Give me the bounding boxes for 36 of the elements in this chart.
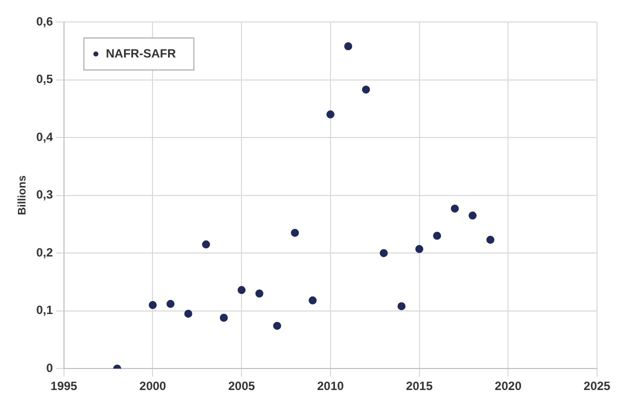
point bbox=[184, 310, 192, 318]
y-tick-label: 0,3 bbox=[36, 188, 54, 202]
x-tick-label: 2015 bbox=[406, 379, 433, 394]
point bbox=[326, 110, 334, 118]
point bbox=[166, 300, 175, 308]
x-tick-label: 1995 bbox=[50, 379, 78, 394]
point bbox=[308, 296, 317, 304]
point bbox=[220, 314, 228, 322]
point bbox=[202, 240, 210, 248]
point bbox=[380, 249, 388, 258]
point bbox=[273, 322, 282, 330]
x-tick-label: 2025 bbox=[584, 379, 611, 394]
x-tick-label: 2020 bbox=[494, 379, 522, 394]
y-tick-label: 0,2 bbox=[36, 245, 54, 260]
point bbox=[290, 228, 299, 237]
point bbox=[415, 245, 424, 254]
point bbox=[238, 286, 246, 294]
x-tick-label: 2010 bbox=[317, 379, 344, 394]
legend-label: NAFR-SAFR bbox=[106, 46, 176, 60]
point bbox=[468, 212, 477, 220]
point bbox=[255, 290, 264, 298]
y-tick-label: 0,4 bbox=[36, 130, 54, 144]
point bbox=[362, 86, 370, 94]
y-tick-label: 0 bbox=[46, 360, 54, 375]
point bbox=[486, 236, 494, 244]
point bbox=[148, 301, 157, 310]
point bbox=[344, 42, 352, 50]
x-tick-label: 2005 bbox=[228, 379, 256, 394]
point bbox=[433, 232, 442, 240]
y-tick-label: 0,6 bbox=[36, 14, 54, 28]
y-tick-label: 0,5 bbox=[36, 72, 54, 86]
y-axis-title: Billions bbox=[16, 175, 29, 216]
point bbox=[450, 204, 459, 213]
y-tick-label: 0,1 bbox=[36, 303, 54, 318]
point bbox=[398, 302, 406, 310]
x-tick-label: 2000 bbox=[139, 379, 166, 394]
